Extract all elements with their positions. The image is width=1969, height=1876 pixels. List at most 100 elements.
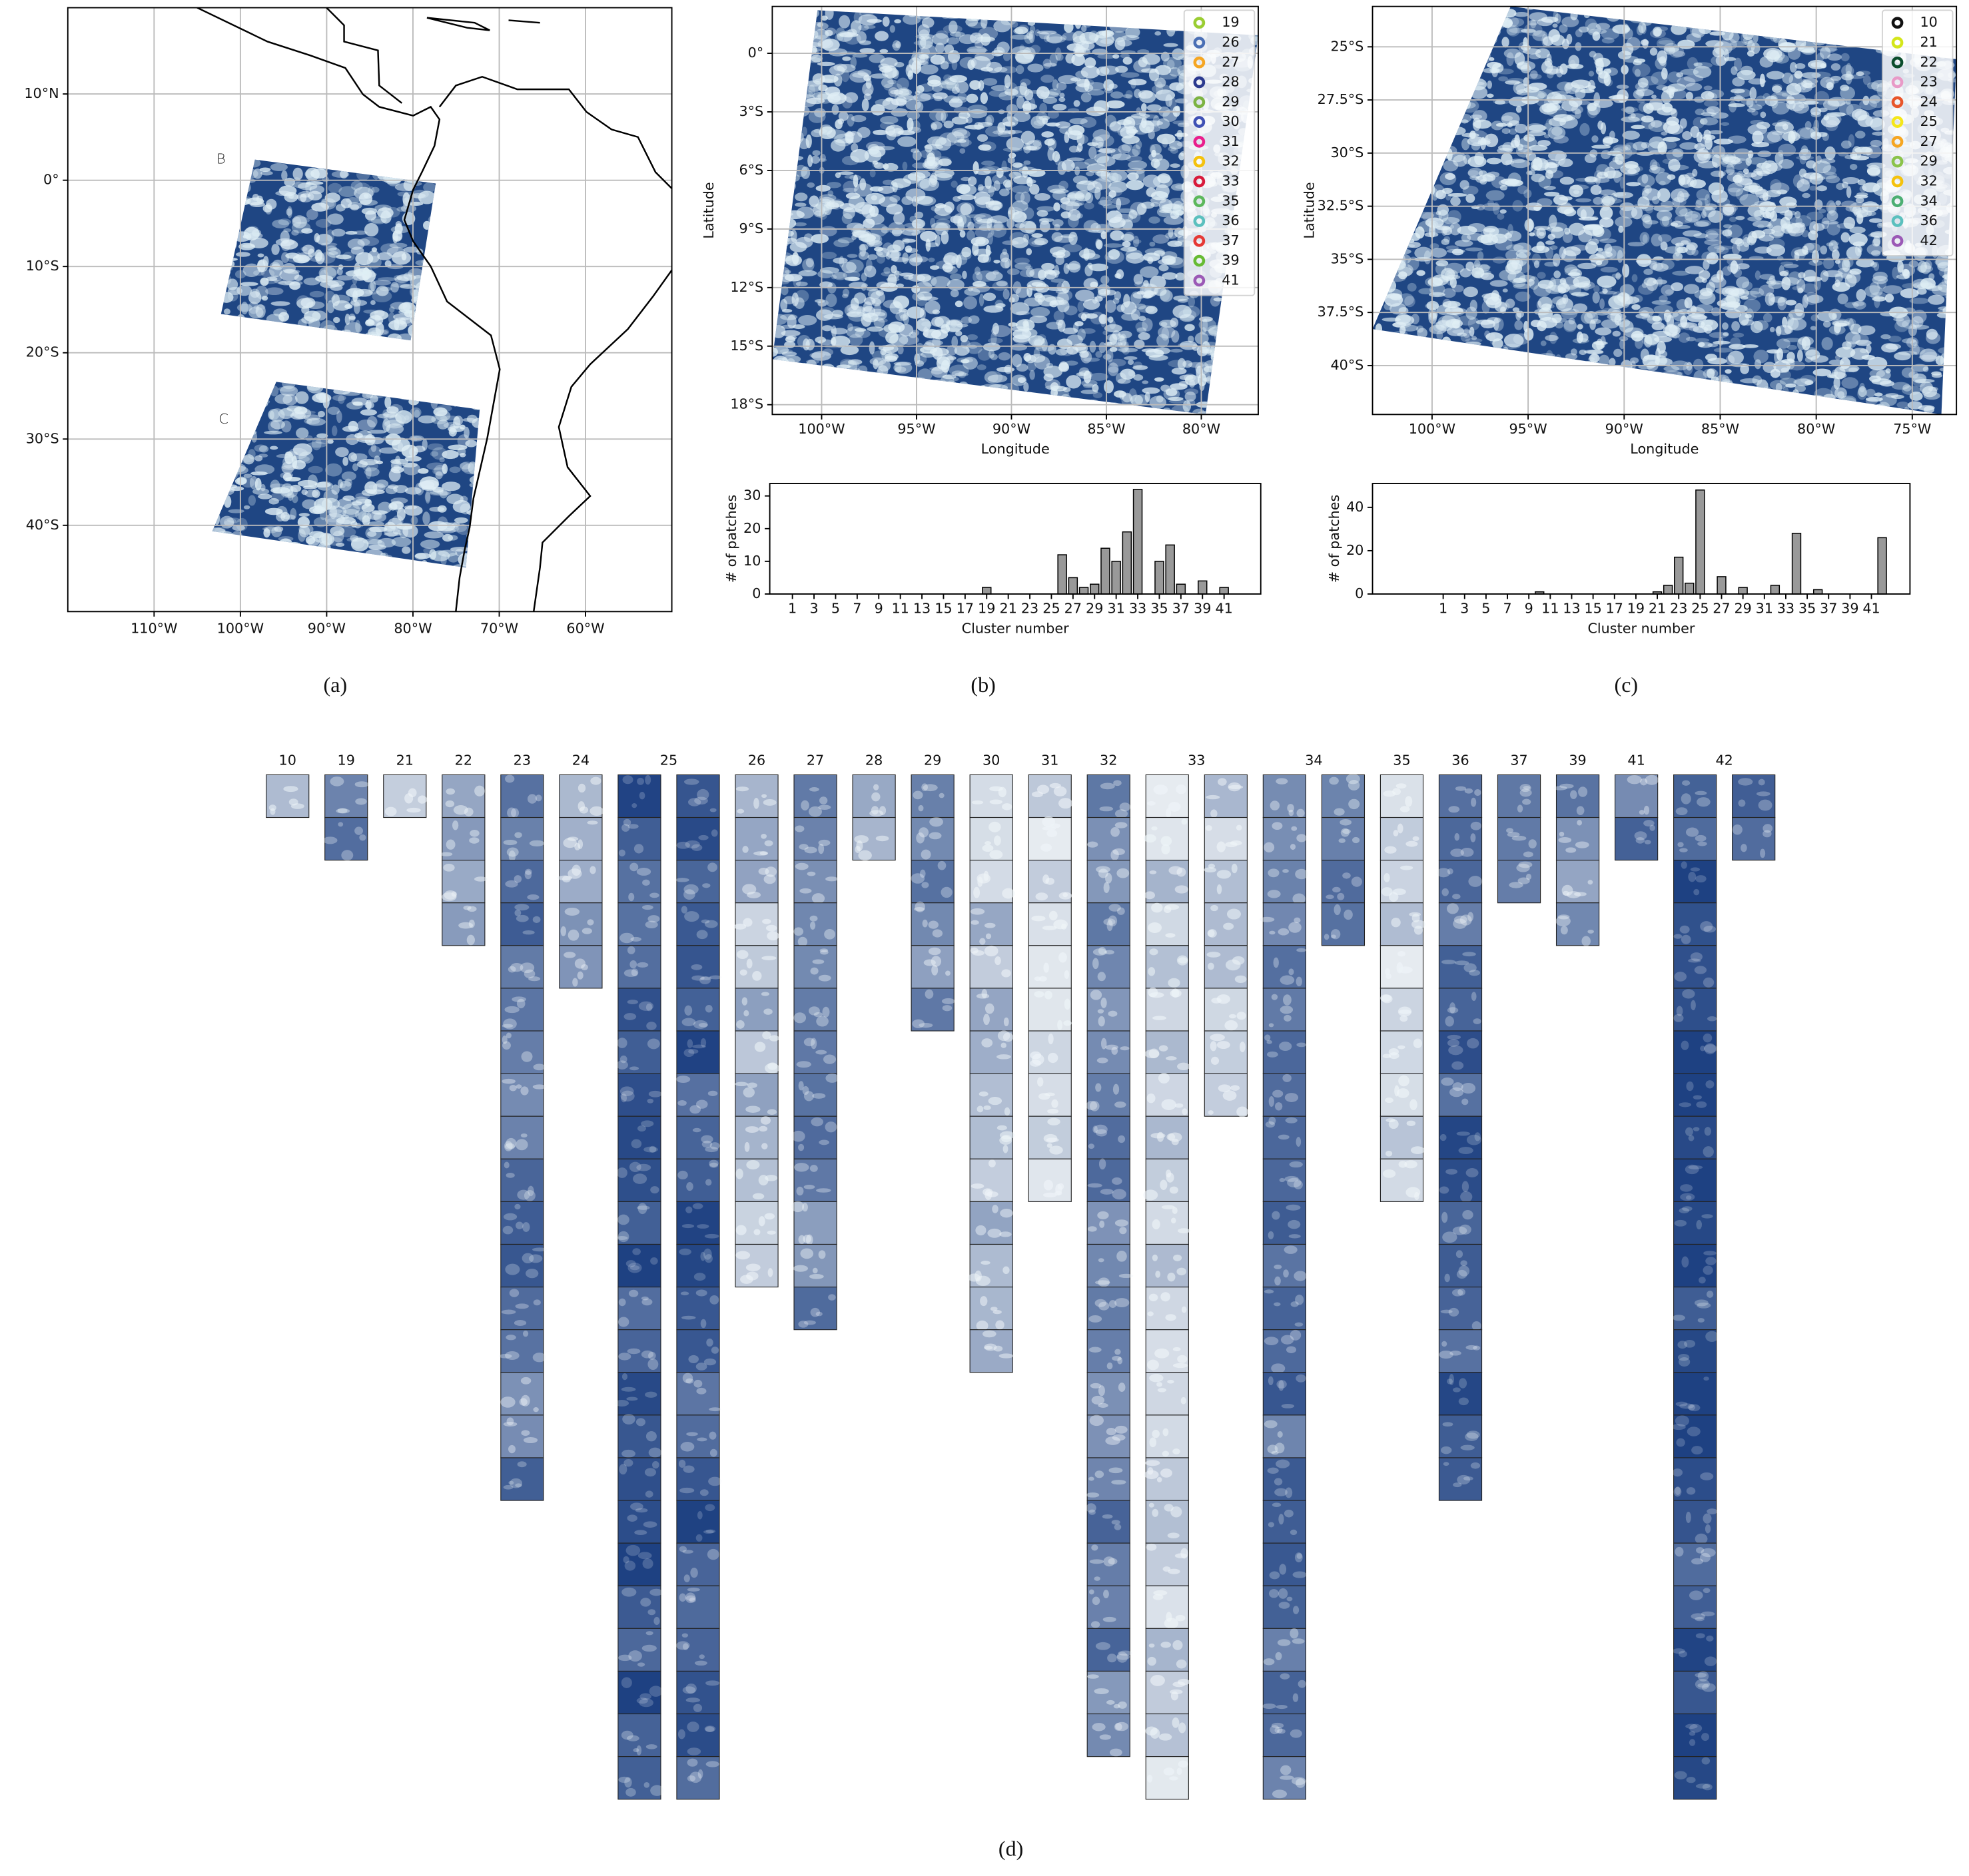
cloud-patch <box>1262 1372 1306 1416</box>
map-frame <box>771 5 1259 416</box>
x-tick-label: 23 <box>1021 601 1038 617</box>
cloud-patch <box>1732 816 1776 861</box>
cluster-header: 24 <box>572 753 590 769</box>
x-tick-label: 29 <box>1734 601 1751 617</box>
cluster-header: 35 <box>1393 753 1410 769</box>
y-tick-label: 18°S <box>730 396 763 412</box>
x-axis-label: Longitude <box>1630 441 1699 457</box>
cloud-patch <box>500 1073 544 1117</box>
patch-column <box>1553 774 1600 946</box>
bar <box>1738 587 1748 595</box>
legend-marker <box>1891 136 1904 148</box>
x-tick-label: 15 <box>1584 601 1601 617</box>
cluster-header: 28 <box>865 753 883 769</box>
cloud-patch <box>500 1287 544 1331</box>
legend-marker <box>1891 155 1904 168</box>
legend-marker <box>1891 195 1904 208</box>
cloud-patch <box>676 1756 720 1800</box>
cloud-patch <box>1438 774 1483 818</box>
cluster-header: 36 <box>1451 753 1469 769</box>
x-tick-label: 31 <box>1107 601 1124 617</box>
x-tick-label: 85°W <box>1087 421 1125 437</box>
x-tick-label: 31 <box>1756 601 1773 617</box>
cloud-patch <box>617 988 661 1032</box>
cloud-patch <box>442 816 486 861</box>
legend-marker <box>1891 116 1904 128</box>
legend-label: 32 <box>1222 153 1239 169</box>
cloud-patch <box>735 988 779 1032</box>
x-tick-label: 80°W <box>394 621 432 637</box>
cloud-patch <box>1555 774 1600 818</box>
cloud-patch <box>1673 1287 1717 1331</box>
cluster-header: 10 <box>279 753 296 769</box>
y-tick-label: 40 <box>1346 499 1364 515</box>
legend-label: 36 <box>1222 212 1239 228</box>
cloud-patch <box>500 1030 544 1074</box>
legend-label: 42 <box>1920 232 1937 248</box>
legend-label: 19 <box>1222 14 1239 30</box>
cloud-patch <box>1321 902 1366 946</box>
legend-marker <box>1193 274 1206 287</box>
x-tick-label: 11 <box>891 601 909 617</box>
x-tick-label: 100°W <box>217 621 264 637</box>
cloud-patch <box>1673 816 1717 861</box>
x-tick-label: 1 <box>1439 601 1447 617</box>
cloud-patch <box>1497 860 1541 904</box>
cluster-header: 32 <box>1100 753 1117 769</box>
cloud-patch <box>617 1713 661 1757</box>
legend-label: 28 <box>1222 74 1239 90</box>
cloud-patch <box>500 902 544 946</box>
cluster-header: 41 <box>1627 753 1645 769</box>
cloud-patch <box>1673 1542 1717 1586</box>
coastline <box>197 7 672 612</box>
x-tick-label: 90°W <box>992 421 1030 437</box>
cloud-patch <box>1262 774 1306 818</box>
cluster-header: 42 <box>1715 753 1733 769</box>
cloud-patch <box>793 902 837 946</box>
cloud-patch <box>559 945 603 989</box>
cloud-patch <box>1262 1243 1306 1288</box>
patch-column <box>383 774 428 818</box>
cloud-patch <box>617 1372 661 1416</box>
y-tick-label: 10 <box>743 553 761 569</box>
y-tick-label: 6°S <box>739 162 764 178</box>
legend-label: 37 <box>1222 232 1239 248</box>
cloud-patch <box>1028 945 1072 989</box>
patch-column <box>1259 773 1366 1800</box>
cloud-patch <box>793 774 837 818</box>
cloud-patch <box>735 1073 779 1117</box>
cloud-patch <box>617 1158 661 1202</box>
cloud-patch <box>1614 774 1659 818</box>
cluster-header: 39 <box>1569 753 1586 769</box>
cluster-header: 26 <box>748 753 765 769</box>
cloud-patch <box>1321 816 1366 861</box>
patch-column <box>852 774 896 861</box>
legend-marker <box>1193 17 1206 29</box>
legend-label: 26 <box>1222 34 1239 50</box>
cloud-patch <box>1086 1158 1130 1202</box>
x-tick-label: 9 <box>1525 601 1533 617</box>
x-tick-label: 21 <box>999 601 1016 617</box>
cluster-header: 23 <box>514 753 531 769</box>
bar <box>1812 589 1823 595</box>
y-tick-label: 25°S <box>1330 38 1364 54</box>
x-tick-label: 100°W <box>798 421 845 437</box>
cloud-patch <box>735 1201 779 1245</box>
bar <box>982 587 992 595</box>
cloud-patch <box>676 1329 720 1373</box>
cloud-patch <box>735 1115 779 1159</box>
cloud-patch <box>1555 816 1600 861</box>
cloud-patch <box>1438 1201 1483 1245</box>
patch-column <box>1671 774 1776 1800</box>
x-tick-label: 37 <box>1172 601 1190 617</box>
cluster-header: 25 <box>660 753 677 769</box>
x-tick-label: 11 <box>1541 601 1559 617</box>
cloud-patch <box>500 860 544 904</box>
cloud-patch <box>1262 1287 1306 1331</box>
legend-label: 27 <box>1920 133 1937 149</box>
x-tick-label: 85°W <box>1701 421 1739 437</box>
cloud-patch <box>1262 1115 1306 1159</box>
cloud-patch <box>793 1243 837 1288</box>
y-tick-label: 40°S <box>26 517 59 533</box>
cloud-patch <box>500 1243 544 1288</box>
